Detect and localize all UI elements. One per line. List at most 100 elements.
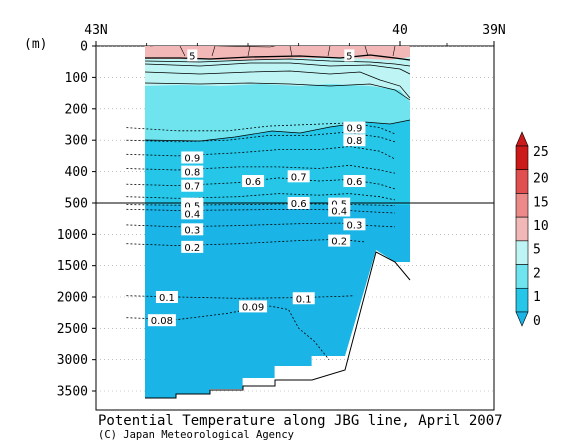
deep-boundary — [175, 356, 313, 398]
contour-label-bg — [287, 170, 310, 183]
dashed-contour-line — [126, 305, 330, 360]
band-1-2 — [145, 84, 410, 141]
contour-label: 0.4 — [184, 209, 200, 220]
contour-warm-5 — [144, 82, 411, 101]
band-2-5 — [145, 57, 410, 102]
y-tick-label: 1000 — [57, 228, 88, 243]
contour-label: 0.8 — [184, 168, 200, 179]
contour-label-bg — [343, 218, 366, 231]
contour-label: 0.2 — [184, 243, 200, 254]
y-tick-label: 2500 — [57, 322, 88, 337]
contour-label-bg — [181, 151, 204, 164]
contour-label-bg — [181, 240, 204, 253]
x-tick-label: 40 — [392, 23, 408, 38]
contour-label-bg — [292, 292, 315, 305]
colorbar-segment — [515, 287, 529, 313]
contour-label-bg — [287, 197, 310, 209]
contour-label-bg — [328, 234, 351, 247]
contour-label: 0.7 — [291, 172, 307, 183]
colorbar-segment — [515, 264, 529, 289]
contour-label-bg — [343, 121, 366, 134]
contour-label: 0.2 — [331, 237, 347, 248]
contour-label-bg — [155, 291, 178, 303]
contour-label: 0.08 — [151, 316, 173, 327]
dashed-contour-line — [126, 295, 355, 299]
sea-floor — [145, 251, 411, 399]
contour-warm-2 — [144, 58, 411, 67]
contour-warm-3 — [144, 62, 411, 75]
contour-label: 0.4 — [331, 207, 347, 218]
contour-label-bg — [147, 314, 176, 327]
dashed-contour-line — [126, 208, 395, 214]
chart-title: Potential Temperature along JBG line, Ap… — [98, 413, 503, 429]
y-tick-label: 200 — [65, 102, 88, 117]
contour-cold-2 — [179, 46, 396, 57]
y-tick-label: 500 — [65, 197, 88, 212]
contour-label: 5 — [346, 51, 352, 62]
colorbar-tick-label: 1 — [533, 290, 541, 305]
contour-label: 0.6 — [245, 177, 261, 188]
contour-label: 0.9 — [346, 124, 362, 135]
contour-label: 0.7 — [184, 182, 200, 193]
y-tick-label: 1500 — [57, 259, 88, 274]
colorbar-tick-label: 10 — [533, 219, 549, 234]
contour-label: 0.3 — [346, 220, 362, 231]
y-tick-label: 2000 — [57, 291, 88, 306]
colorbar-tick-label: 5 — [533, 243, 541, 258]
dashed-contour-line — [126, 122, 396, 135]
y-tick-label: 3500 — [57, 385, 88, 400]
contour-label: 0.1 — [159, 293, 175, 304]
contour-cold-1 — [144, 119, 411, 142]
contour-label: 0.3 — [184, 225, 200, 236]
y-tick-label: 3000 — [57, 353, 88, 368]
y-tick-label: 0 — [80, 40, 88, 55]
contour-label-bg — [344, 49, 355, 62]
contour-label-bg — [328, 204, 351, 217]
y-tick-label: 100 — [65, 71, 88, 86]
contour-label: 0.5 — [184, 202, 200, 213]
dashed-contour-line — [126, 131, 396, 143]
y-tick-label: 300 — [65, 134, 88, 149]
x-axis: 43N 40 39N — [84, 23, 506, 46]
contour-label: 0.6 — [291, 199, 307, 210]
contour-label: 0.8 — [346, 136, 362, 147]
y-axis-unit: (m) — [24, 37, 47, 52]
colorbar-tick-label: 2 — [533, 266, 541, 281]
contour-label-bg — [181, 165, 204, 178]
contour-label-bg — [239, 300, 268, 313]
contour-label: 0.1 — [296, 294, 312, 305]
contour-warm-4 — [144, 70, 411, 99]
contour-label-bg — [181, 207, 204, 220]
colorbar-segment — [515, 169, 529, 194]
x-tick-label: 43N — [84, 23, 107, 38]
contour-label-bg — [187, 49, 198, 62]
dashed-contour-line — [126, 222, 395, 228]
contour-label-bg — [181, 179, 204, 192]
y-axis: 0 100 200 300 400 500 1000 1500 2000 2500 3000 3500 — [57, 40, 96, 400]
colorbar-bottom-arrow — [515, 311, 529, 327]
contour-label-bg — [343, 134, 366, 147]
contour-label-bg — [242, 175, 265, 188]
contour-label: 5 — [189, 51, 195, 62]
colorbar-segment — [515, 145, 529, 171]
band-warm — [145, 46, 410, 60]
colorbar-tick-label: 0 — [533, 314, 541, 329]
colorbar-segment — [515, 193, 529, 218]
colorbar-tick-label: 20 — [533, 172, 549, 187]
contour-labels: 550.90.80.90.80.70.60.70.60.60.50.40.30.… — [147, 49, 366, 327]
contour-label: 0.9 — [184, 153, 200, 164]
contour-label-bg — [343, 175, 366, 188]
colorbar-top-arrow — [515, 131, 529, 147]
contour-label: 0.09 — [242, 302, 264, 313]
colorbar-tick-label: 25 — [533, 145, 549, 160]
contour-label-bg — [181, 223, 204, 236]
x-tick-label: 39N — [482, 23, 505, 38]
colorbar-segment — [515, 240, 529, 265]
colorbar-segment — [515, 216, 529, 242]
credit-text: (C) Japan Meteorological Agency — [98, 429, 294, 441]
colorbar-tick-label: 15 — [533, 195, 549, 210]
y-tick-label: 400 — [65, 165, 88, 180]
contour-label: 0.6 — [346, 177, 362, 188]
